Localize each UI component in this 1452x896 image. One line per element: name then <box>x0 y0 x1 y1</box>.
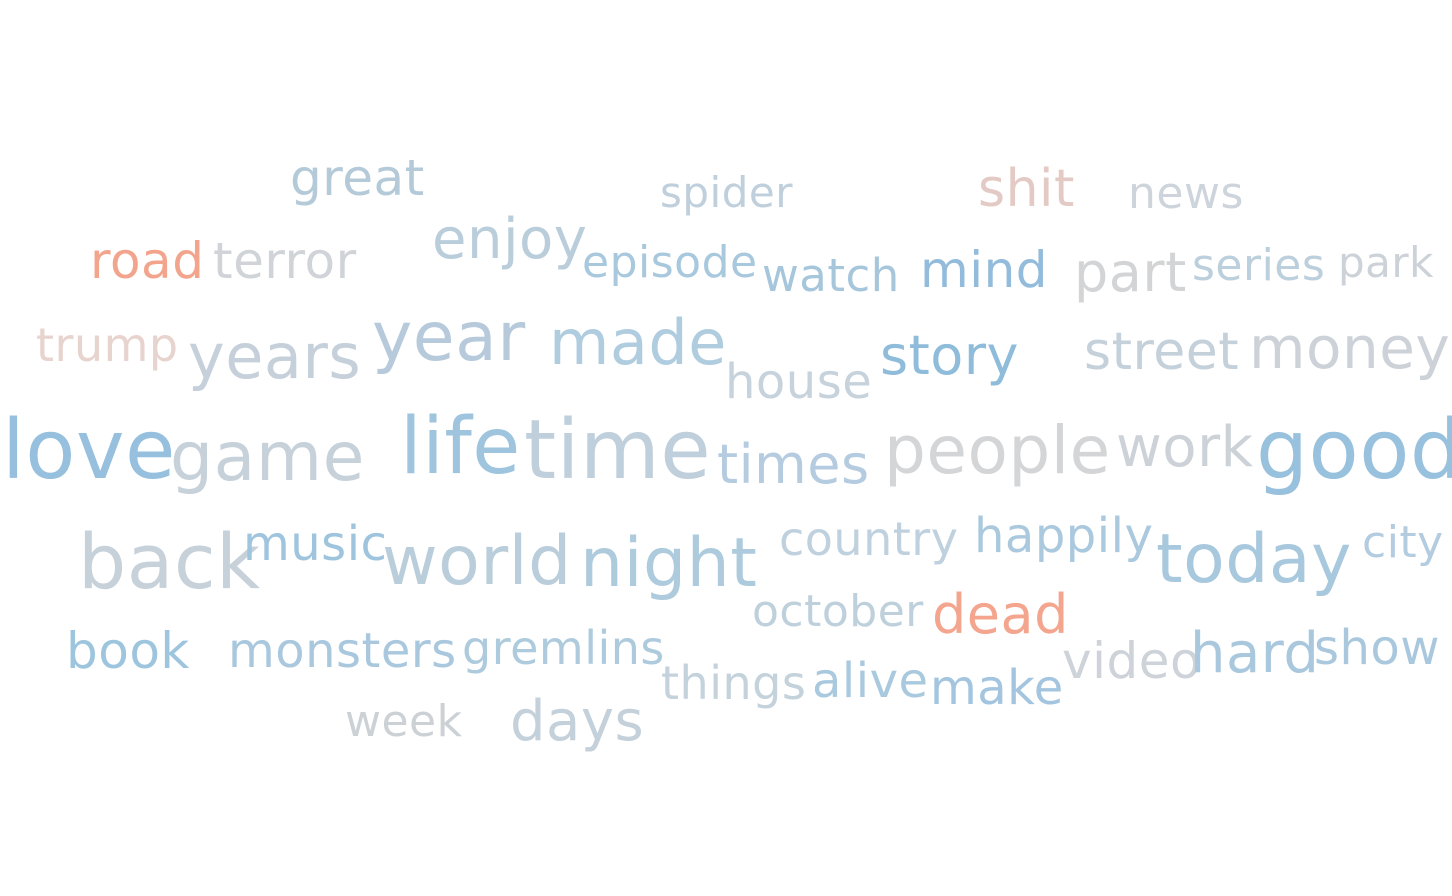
word-money: money <box>1249 314 1451 382</box>
word-video: video <box>1062 632 1202 690</box>
word-october: october <box>752 586 924 637</box>
word-back: back <box>78 517 261 606</box>
word-today: today <box>1156 520 1352 599</box>
word-show: show <box>1314 620 1441 676</box>
word-year: year <box>372 298 526 377</box>
word-great: great <box>290 149 425 207</box>
word-episode: episode <box>582 237 758 288</box>
word-watch: watch <box>762 249 900 302</box>
word-road: road <box>90 232 205 290</box>
word-trump: trump <box>36 318 179 372</box>
word-spider: spider <box>660 168 793 217</box>
word-shit: shit <box>978 159 1075 219</box>
word-made: made <box>549 306 727 379</box>
word-night: night <box>580 524 758 603</box>
word-time: time <box>524 403 712 498</box>
word-years: years <box>188 320 362 393</box>
word-world: world <box>382 522 572 601</box>
word-people: people <box>884 412 1111 489</box>
word-part: part <box>1074 241 1187 304</box>
word-news: news <box>1128 168 1244 219</box>
word-times: times <box>717 433 870 496</box>
word-city: city <box>1362 517 1444 568</box>
word-love: love <box>2 403 176 498</box>
word-terror: terror <box>213 232 357 290</box>
word-series: series <box>1192 240 1326 291</box>
word-week: week <box>345 696 463 747</box>
word-music: music <box>243 516 388 572</box>
word-street: street <box>1084 322 1240 382</box>
word-house: house <box>725 354 873 410</box>
word-game: game <box>170 418 365 497</box>
word-make: make <box>930 660 1064 716</box>
word-hard: hard <box>1190 621 1320 686</box>
word-mind: mind <box>920 241 1049 299</box>
word-dead: dead <box>932 583 1069 646</box>
word-things: things <box>661 656 807 710</box>
word-enjoy: enjoy <box>432 207 588 272</box>
word-gremlins: gremlins <box>462 621 665 675</box>
word-work: work <box>1116 415 1254 480</box>
word-days: days <box>510 689 645 754</box>
word-alive: alive <box>812 653 929 709</box>
word-life: life <box>400 402 521 492</box>
word-happily: happily <box>974 508 1154 564</box>
word-book: book <box>66 622 190 680</box>
word-park: park <box>1338 238 1434 287</box>
word-good: good <box>1256 403 1452 498</box>
word-monsters: monsters <box>228 623 457 679</box>
word-country: country <box>779 512 959 566</box>
word-story: story <box>880 324 1020 387</box>
